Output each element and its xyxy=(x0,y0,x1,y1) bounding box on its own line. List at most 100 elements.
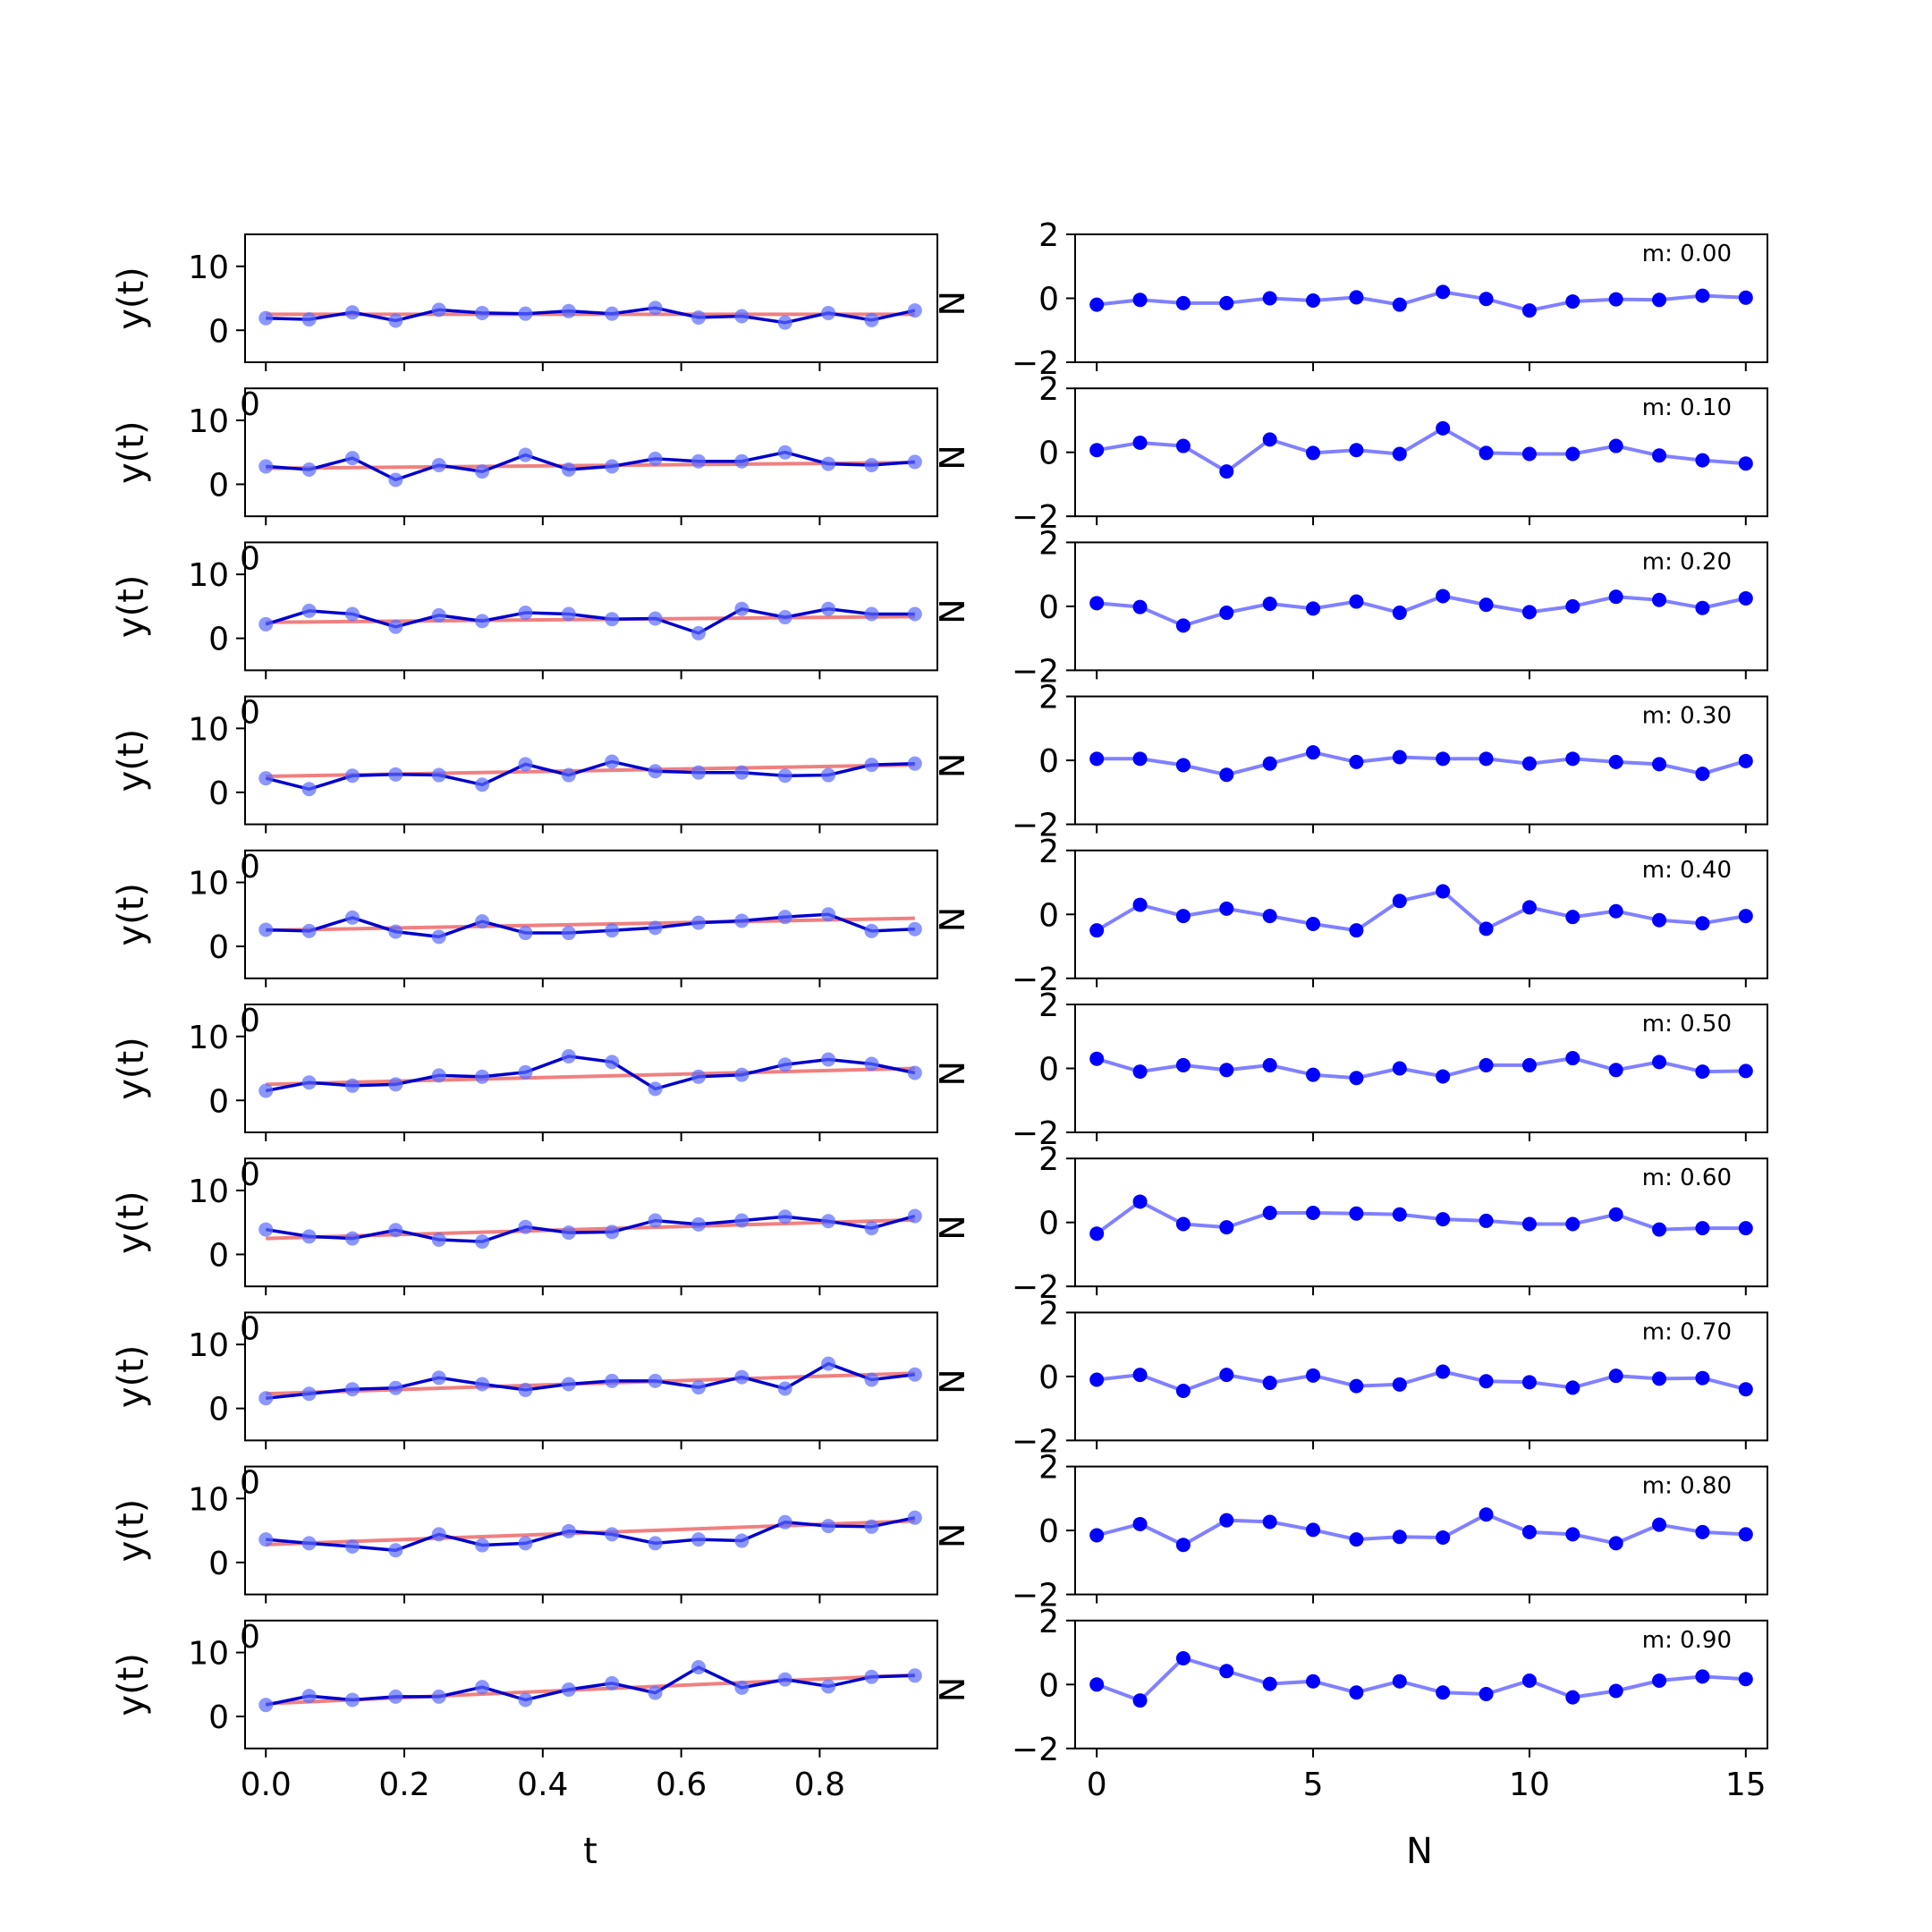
residual-point xyxy=(1175,909,1191,924)
data-point xyxy=(777,1381,792,1396)
residual-point xyxy=(1089,1226,1105,1241)
residual-point xyxy=(1392,1674,1407,1689)
residual-point xyxy=(1652,912,1667,928)
residual-point xyxy=(1262,291,1277,306)
m-annotation: m: 0.50 xyxy=(1642,1011,1732,1038)
m-annotation: m: 0.80 xyxy=(1642,1473,1732,1500)
residual-point xyxy=(1089,751,1105,767)
residual-point xyxy=(1132,292,1148,308)
residual-point xyxy=(1738,753,1753,768)
residual-point xyxy=(1565,751,1580,767)
residual-point xyxy=(1132,435,1148,450)
data-point xyxy=(258,616,274,631)
data-point xyxy=(907,606,922,622)
residual-point xyxy=(1349,1071,1364,1086)
residual-point xyxy=(1262,756,1277,771)
residual-point xyxy=(1089,1372,1105,1387)
data-point xyxy=(475,305,490,320)
data-point xyxy=(475,614,490,629)
y-tick-label: −2 xyxy=(1012,499,1059,536)
clipped-tick-fragment: 0 xyxy=(240,1310,260,1347)
data-point xyxy=(734,1533,750,1548)
clipped-axis-label: N xyxy=(933,1368,972,1394)
residual-line xyxy=(1096,1512,1746,1547)
data-point xyxy=(258,1083,274,1098)
residual-point xyxy=(1436,884,1451,899)
data-point xyxy=(518,1064,533,1080)
data-series-line xyxy=(266,1516,916,1553)
residual-point xyxy=(1565,1527,1580,1542)
residual-point xyxy=(1652,1055,1667,1070)
data-point xyxy=(691,625,706,640)
y-tick-label: 10 xyxy=(188,866,229,902)
axes-frame xyxy=(1074,1619,1768,1750)
residual-line xyxy=(1096,290,1746,313)
residual-point xyxy=(1695,1370,1710,1385)
fit-line xyxy=(266,1066,915,1087)
residual-point xyxy=(1219,464,1234,479)
axes-frame xyxy=(1074,849,1768,979)
m-annotation: m: 0.70 xyxy=(1642,1318,1732,1345)
clipped-tick-fragment: 0 xyxy=(240,1619,260,1656)
clipped-axis-label: N xyxy=(933,1677,972,1702)
data-point xyxy=(518,606,533,621)
y-tick-label: 2 xyxy=(1038,834,1059,870)
y-tick-label: 10 xyxy=(188,250,229,286)
data-point xyxy=(605,306,620,321)
residual-point xyxy=(1608,1683,1623,1699)
data-point xyxy=(518,757,533,772)
residual-point xyxy=(1479,597,1494,613)
y-tick-label: 0 xyxy=(1038,282,1059,318)
data-point xyxy=(258,459,274,474)
y-tick-label: 0 xyxy=(208,1083,229,1120)
x-tick-label: 0.4 xyxy=(517,1767,568,1803)
residual-point xyxy=(1608,903,1623,919)
data-point xyxy=(475,1680,490,1695)
data-point xyxy=(431,767,446,783)
residual-point xyxy=(1521,756,1537,771)
residual-point xyxy=(1132,1194,1148,1209)
residual-point xyxy=(1392,1530,1407,1545)
data-point xyxy=(777,315,792,330)
data-point xyxy=(388,767,403,782)
residual-point xyxy=(1738,1063,1753,1079)
residual-line xyxy=(1096,426,1746,474)
data-point xyxy=(301,1075,317,1090)
data-point xyxy=(388,1077,403,1092)
data-point xyxy=(431,1689,446,1704)
data-point xyxy=(431,1370,446,1385)
residual-point xyxy=(1608,1368,1623,1384)
residual-point xyxy=(1479,1507,1494,1522)
residual-point xyxy=(1695,288,1710,303)
data-point xyxy=(301,462,317,478)
data-series-line xyxy=(266,306,916,325)
left-subplot-2: 0 0 10 y(t) N xyxy=(111,540,972,680)
residual-point xyxy=(1521,1674,1537,1689)
data-point xyxy=(388,472,403,487)
residual-point xyxy=(1132,1064,1148,1080)
residual-line xyxy=(1097,750,1747,777)
clipped-axis-label: N xyxy=(933,598,972,623)
right-subplot-8: −2 0 2 m: 0.80 xyxy=(1012,1450,1768,1614)
data-point xyxy=(561,767,576,783)
data-point xyxy=(431,1068,446,1083)
residual-point xyxy=(1089,1677,1105,1692)
data-point xyxy=(648,764,663,779)
residual-point xyxy=(1219,1220,1234,1235)
residual-point xyxy=(1479,1687,1494,1702)
residual-point xyxy=(1392,1207,1407,1222)
residual-line xyxy=(1097,594,1747,628)
residual-point xyxy=(1392,894,1407,909)
data-point xyxy=(605,459,620,474)
data-point xyxy=(258,1222,274,1237)
data-point xyxy=(734,601,750,616)
right-subplot-4: −2 0 2 m: 0.40 xyxy=(1012,834,1768,998)
data-point xyxy=(561,462,576,478)
residual-point xyxy=(1175,295,1191,310)
data-point xyxy=(431,1233,446,1248)
residual-point xyxy=(1262,597,1277,612)
y-tick-label: −2 xyxy=(1012,1423,1059,1460)
data-point xyxy=(777,1514,792,1530)
residual-point xyxy=(1306,293,1321,309)
